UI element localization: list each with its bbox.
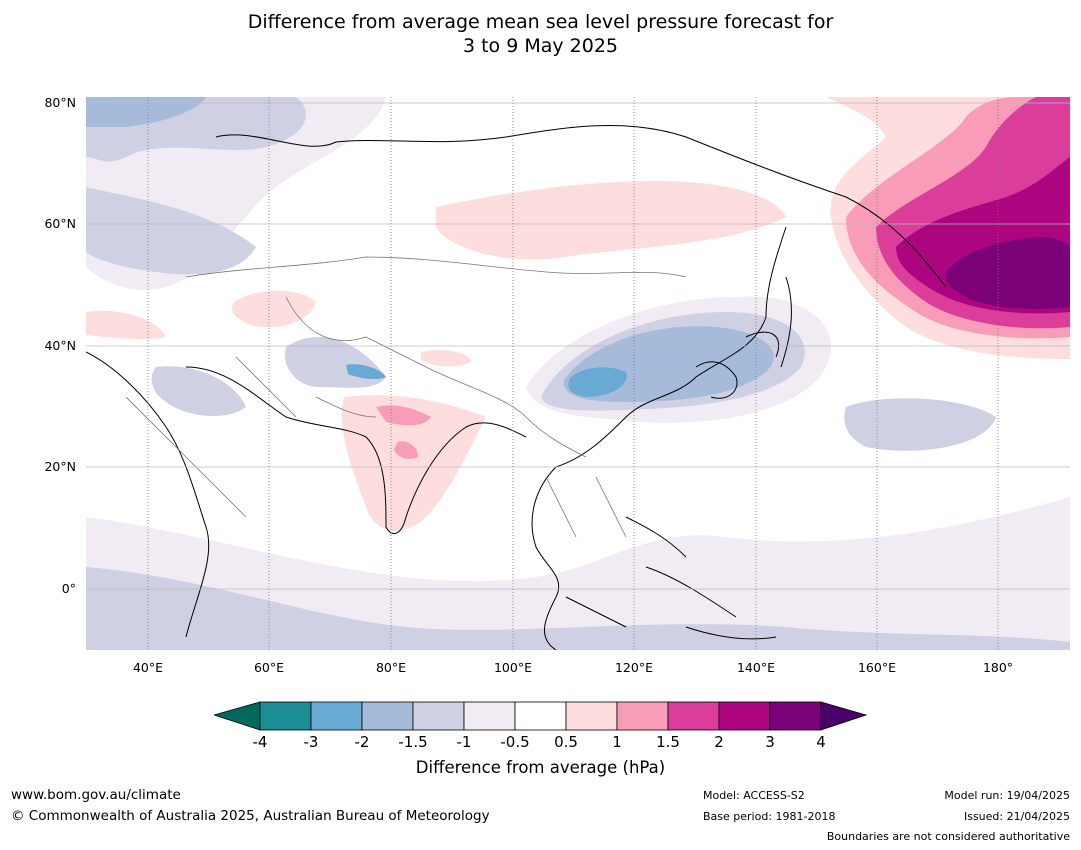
- colorbar-bin: [718, 701, 771, 731]
- colorbar-tick: 0.5: [554, 733, 578, 751]
- chart-subtitle: 3 to 9 May 2025: [462, 35, 619, 57]
- pressure-anomaly-map: [86, 97, 1070, 650]
- lon-label-100e: 100°E: [493, 660, 532, 675]
- lon-label-80e: 80°E: [375, 660, 407, 675]
- lon-label-120e: 120°E: [614, 660, 653, 675]
- neg-field-pacific: [844, 398, 996, 451]
- colorbar-bin: [769, 701, 822, 731]
- chart-title: Difference from average mean sea level p…: [247, 11, 834, 33]
- colorbar-extend-high: [820, 701, 868, 731]
- anomaly-contours: [86, 97, 1070, 650]
- neg-field-tropics: [86, 497, 1070, 650]
- colorbar-bin: [412, 701, 465, 731]
- footer-copyright: © Commonwealth of Australia 2025, Austra…: [11, 808, 490, 824]
- country-borders: [125, 256, 687, 538]
- coastlines: [86, 124, 947, 650]
- lon-label-160e: 160°E: [857, 660, 896, 675]
- colorbar-bin: [667, 701, 720, 731]
- colorbar-bin: [310, 701, 363, 731]
- pos-field-centralasia: [231, 290, 316, 328]
- colorbar-tick: 1: [612, 733, 622, 751]
- neg-field-eastasia-core: [568, 367, 627, 397]
- lon-label-40e: 40°E: [132, 660, 164, 675]
- colorbar-bin: [361, 701, 414, 731]
- pos-field-india-core2: [394, 441, 418, 460]
- neg-field-south: [86, 567, 1070, 650]
- neg-field-northwest-strong: [86, 97, 206, 127]
- pos-field-india: [341, 395, 486, 531]
- colorbar-bin: [616, 701, 669, 731]
- neg-field-tibet-core: [346, 364, 386, 380]
- pos-field-caspian: [86, 310, 166, 340]
- lon-label-60e: 60°E: [253, 660, 285, 675]
- lat-label-40n: 40°N: [44, 338, 76, 353]
- colorbar: [214, 701, 868, 731]
- graticule: [86, 97, 1070, 650]
- colorbar-bin: [565, 701, 618, 731]
- footer-model: Model: ACCESS-S2: [703, 789, 805, 802]
- lat-label-60n: 60°N: [44, 216, 76, 231]
- lat-label-20n: 20°N: [44, 459, 76, 474]
- footer-issued: Issued: 21/04/2025: [963, 810, 1070, 823]
- footer-model-run: Model run: 19/04/2025: [944, 789, 1070, 802]
- colorbar-tick: -0.5: [500, 733, 530, 751]
- footer-url-link[interactable]: www.bom.gov.au/climate: [11, 787, 181, 803]
- lat-label-0: 0°: [61, 581, 76, 596]
- colorbar-bin: [463, 701, 516, 731]
- lon-label-180: 180°: [982, 660, 1014, 675]
- pos-field-siberia: [436, 181, 786, 260]
- colorbar-tick: 1.5: [656, 733, 680, 751]
- colorbar-tick: -3: [303, 733, 319, 751]
- footer-boundaries-note: Boundaries are not considered authoritat…: [826, 830, 1070, 843]
- colorbar-extend-low: [214, 701, 261, 731]
- colorbar-bin: [259, 701, 312, 731]
- lon-label-140e: 140°E: [736, 660, 775, 675]
- pos-field-india-core: [376, 405, 431, 426]
- neg-field-west-scandia: [86, 187, 256, 275]
- colorbar-tick: -2: [354, 733, 370, 751]
- colorbar-tick: -1.5: [398, 733, 428, 751]
- colorbar-tick: -1: [456, 733, 472, 751]
- lat-label-80n: 80°N: [44, 95, 76, 110]
- colorbar-tick: 2: [714, 733, 724, 751]
- pos-field-npac-5: [945, 237, 1070, 309]
- colorbar-tick: -4: [252, 733, 268, 751]
- colorbar-tick: 3: [765, 733, 775, 751]
- neg-field-arabia: [151, 366, 246, 417]
- colorbar-tick: 4: [816, 733, 826, 751]
- colorbar-bin: [514, 701, 567, 731]
- footer-base-period: Base period: 1981-2018: [703, 810, 836, 823]
- colorbar-label: Difference from average (hPa): [415, 758, 666, 777]
- pos-field-lake: [421, 350, 471, 367]
